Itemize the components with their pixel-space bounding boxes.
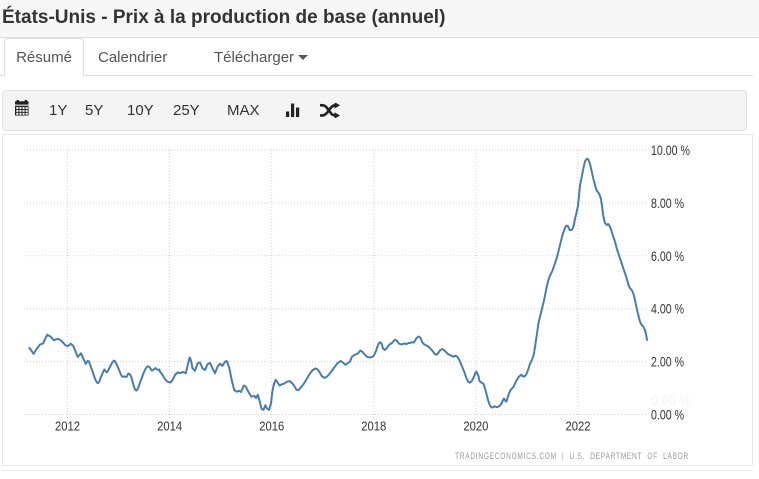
svg-text:2022: 2022 [566, 419, 591, 434]
svg-text:6.00 %: 6.00 % [651, 248, 684, 264]
svg-text:2020: 2020 [463, 419, 488, 434]
svg-text:4.00 %: 4.00 % [651, 301, 684, 317]
svg-text:2016: 2016 [259, 419, 284, 434]
svg-text:0.00 %: 0.00 % [651, 407, 684, 423]
svg-text:2014: 2014 [157, 419, 182, 434]
svg-text:8.00 %: 8.00 % [651, 195, 684, 211]
svg-text:2012: 2012 [55, 419, 80, 434]
svg-text:0.00 %: 0.00 % [651, 392, 691, 408]
svg-text:2018: 2018 [361, 419, 386, 434]
svg-text:2.00 %: 2.00 % [651, 354, 684, 370]
svg-text:10.00 %: 10.00 % [651, 142, 690, 158]
svg-text:TRADINGECONOMICS.COM | U.S.: TRADINGECONOMICS.COM | U.S. DEPARTMENT O… [455, 451, 689, 461]
